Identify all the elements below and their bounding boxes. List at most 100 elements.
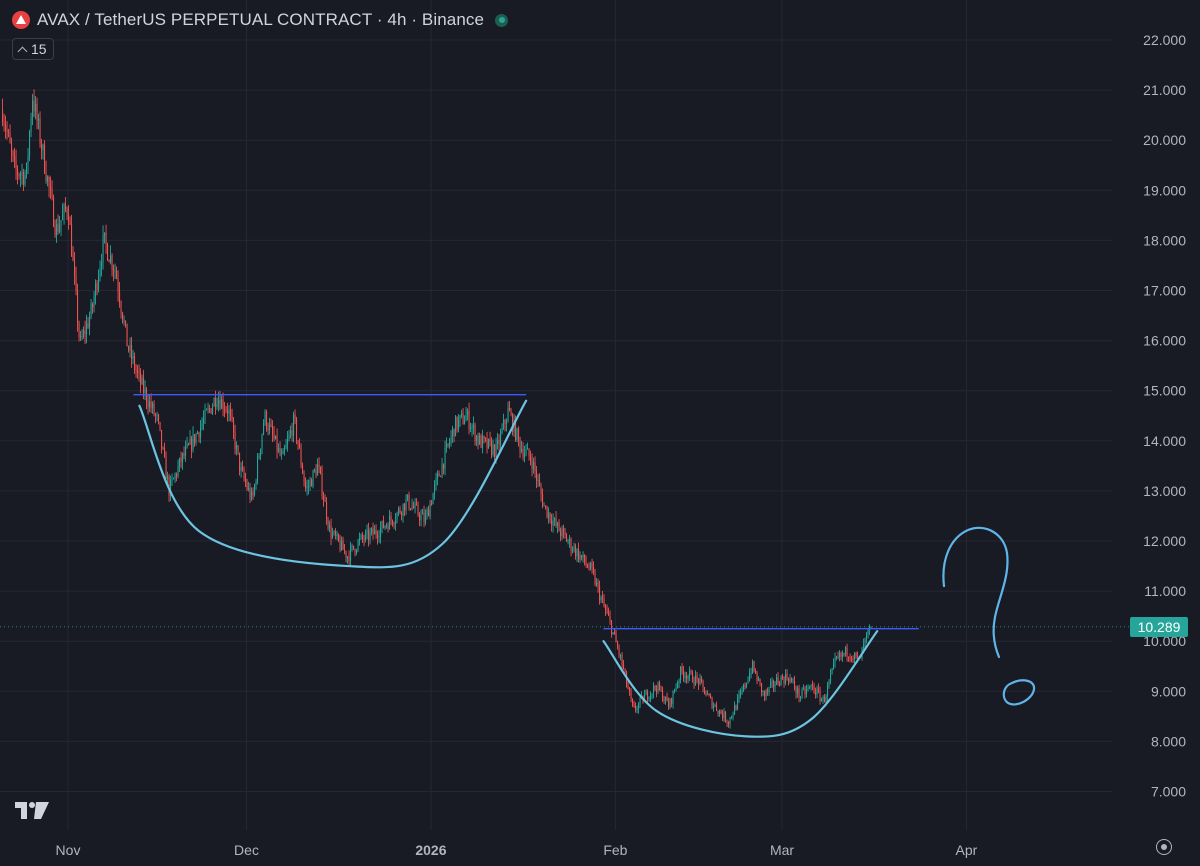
candle-body [692,672,694,683]
candle-body [279,447,281,455]
candle-body [684,676,686,678]
candle-body [8,131,10,133]
candle-body [356,550,358,553]
candle-body [228,409,230,414]
candle-body [675,687,677,691]
candle-body [662,689,664,701]
candle-body [246,482,248,490]
candle-body [686,676,688,679]
candle-body [15,160,17,170]
candle-body [213,398,215,407]
candle-body [759,678,761,683]
time-axis[interactable]: Nov Dec 2026 Feb Mar Apr [56,842,978,858]
candle-body [254,484,256,496]
candle-body [411,506,413,510]
candle-body [596,582,598,585]
candle-body [813,685,815,693]
candle-body [812,685,814,686]
candle-body [42,144,44,150]
candle-body [786,673,788,679]
candle-body [74,260,76,275]
candle-body [114,270,116,272]
candle-body [660,689,662,691]
candle-body [701,678,703,681]
candle-body [854,653,856,660]
candle-body [497,440,499,444]
candle-body [308,486,310,487]
candle-body [828,681,830,685]
candle-body [359,537,361,541]
candle-body [323,495,325,501]
candle-body [210,408,212,414]
candle-body [381,520,383,528]
candle-body [156,414,158,416]
chart-header[interactable]: AVAX / TetherUS PERPETUAL CONTRACT · 4h … [12,9,509,31]
gear-icon[interactable] [1156,839,1172,855]
candle-body [495,443,497,457]
candle-body [344,549,346,552]
candle-body [410,508,412,510]
candle-body [257,458,259,482]
candle-body [803,688,805,690]
candle-body [611,620,613,635]
candle-body [863,644,865,648]
candle-body [507,408,509,422]
candle-body [719,710,721,714]
candle-body [195,433,197,443]
candle-body [263,423,265,435]
candle-body [216,404,218,407]
candle-body [602,597,604,600]
candle-body [656,689,658,692]
candle-body [318,464,320,467]
candle-body [435,478,437,485]
pattern-drawings[interactable] [133,394,1036,738]
candle-body [539,480,541,486]
candle-body [618,647,620,656]
candle-body [362,534,364,539]
candle-body [674,690,676,692]
candle-body [291,430,293,436]
candle-body [578,549,580,560]
candle-body [93,296,95,308]
candle-body [354,549,356,553]
candle-body [392,520,394,524]
time-tick-label: Nov [56,842,81,858]
candle-body [753,661,755,672]
symbol-title[interactable]: AVAX / TetherUS PERPETUAL CONTRACT · 4h … [37,10,485,29]
candle-body [582,554,584,558]
candle-body [416,503,418,505]
candle-body [135,369,137,371]
candle-body [521,449,523,452]
candle-body [219,399,221,409]
candle-body [473,424,475,427]
candle-body [746,682,748,687]
candle-body [174,474,176,479]
candle-body [125,320,127,324]
candle-body [528,448,530,457]
candle-body [186,443,188,448]
candle-body [590,563,592,569]
candle-body [194,434,196,443]
candle-body [767,690,769,693]
price-tick-label: 19.000 [1143,182,1186,198]
candle-body [552,520,554,526]
candle-body [87,323,89,328]
candle-body [75,274,77,291]
candle-body [605,606,607,611]
candle-body [837,656,839,658]
candle-body [203,418,205,424]
candle-body [818,688,820,692]
candle-body [66,209,68,214]
candle-body [728,722,730,725]
candle-body [530,456,532,462]
price-axis[interactable]: 22.000 21.000 20.000 19.000 18.000 17.000 16.0… [1143,32,1186,800]
candle-body [842,653,844,657]
tradingview-logo-icon[interactable] [14,799,50,821]
candle-body [822,697,824,700]
candle-body [569,538,571,542]
candle-body [704,687,706,695]
indicator-count-badge[interactable]: 15 [12,38,54,60]
candle-body [480,435,482,448]
candle-body [494,444,496,457]
